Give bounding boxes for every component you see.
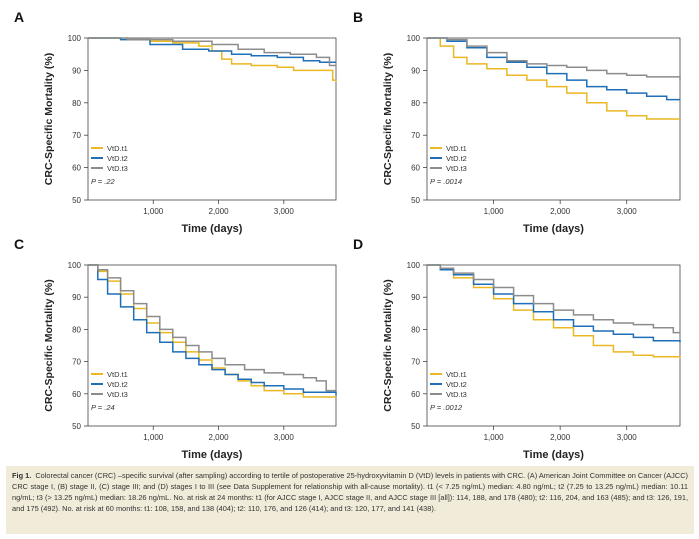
plot-frame (426, 37, 681, 201)
x-tick-label: 2,000 (550, 433, 571, 442)
y-tick-label: 60 (72, 164, 81, 173)
x-tick-label: 3,000 (617, 207, 638, 216)
x-tick-label: 1,000 (143, 207, 164, 216)
x-tick-label: 2,000 (209, 207, 230, 216)
figure-panels: A 50 60 70 80 90 100 1,000 2,000 3,000 Time (days)… (14, 9, 681, 461)
legend-entry: VtD.t1 (446, 370, 467, 379)
figure-caption: Fig 1. Colorectal cancer (CRC) –specific … (6, 466, 694, 534)
y-axis-title: CRC-Specific Mortality (%) (382, 53, 394, 185)
y-tick-label: 80 (72, 325, 81, 334)
y-axis-title: CRC-Specific Mortality (%) (43, 279, 55, 411)
x-tick-label: 3,000 (274, 433, 295, 442)
panel-b: B 50 60 70 80 90 100 1,000 2,000 3,000 Time (days)… (353, 9, 681, 235)
y-tick-label: 100 (68, 34, 82, 43)
x-axis-title: Time (days) (182, 223, 243, 235)
p-value: P = .0014 (430, 177, 462, 186)
y-tick-label: 100 (407, 34, 421, 43)
series-line-t1 (88, 37, 337, 82)
series-line-t3 (427, 37, 681, 81)
y-tick-label: 50 (411, 196, 420, 205)
series-line-t2 (88, 37, 336, 64)
panel-label: D (353, 236, 363, 252)
caption-body: Colorectal cancer (CRC) –specific surviv… (12, 471, 688, 513)
panel-a: A 50 60 70 80 90 100 1,000 2,000 3,000 Time (days)… (14, 9, 337, 235)
y-tick-label: 70 (72, 358, 81, 367)
y-tick-label: 50 (72, 196, 81, 205)
x-tick-label: 2,000 (209, 433, 230, 442)
caption-label: Fig 1. (12, 471, 32, 480)
series-line-t3 (427, 264, 680, 334)
y-tick-label: 60 (411, 390, 420, 399)
x-tick-label: 3,000 (617, 433, 638, 442)
y-tick-label: 70 (411, 358, 420, 367)
p-value: P = .0012 (430, 403, 463, 412)
panel-d: D 50 60 70 80 90 100 1,000 2,000 3,000 Time (days)… (353, 236, 681, 461)
legend-entry: VtD.t3 (446, 164, 467, 173)
plot-frame (87, 264, 337, 427)
y-tick-label: 70 (411, 131, 420, 140)
y-tick-label: 90 (411, 66, 420, 75)
panel-label: C (14, 236, 24, 252)
x-tick-label: 3,000 (274, 207, 295, 216)
legend-entry: VtD.t2 (107, 154, 128, 163)
y-tick-label: 80 (72, 99, 81, 108)
y-tick-label: 80 (411, 325, 420, 334)
series-line-t3 (88, 37, 336, 67)
x-axis-title: Time (days) (182, 449, 243, 461)
legend-entry: VtD.t2 (107, 380, 128, 389)
y-tick-label: 60 (72, 390, 81, 399)
y-axis-title: CRC-Specific Mortality (%) (382, 279, 394, 411)
legend-entry: VtD.t2 (446, 380, 467, 389)
y-tick-label: 50 (72, 422, 81, 431)
legend-entry: VtD.t1 (107, 144, 128, 153)
legend-entry: VtD.t1 (107, 370, 128, 379)
caption-text: Fig 1. Colorectal cancer (CRC) –specific … (12, 470, 688, 514)
series-line-t1 (427, 37, 680, 120)
plot-frame (87, 37, 337, 201)
series-line-t3 (88, 264, 336, 392)
y-tick-label: 100 (68, 261, 82, 270)
x-axis-title: Time (days) (523, 449, 584, 461)
y-tick-label: 90 (411, 293, 420, 302)
y-tick-label: 60 (411, 164, 420, 173)
x-axis-title: Time (days) (523, 223, 584, 235)
p-value: P = .24 (91, 403, 115, 412)
y-tick-label: 50 (411, 422, 420, 431)
series-line-t2 (88, 264, 337, 396)
legend-entry: VtD.t3 (446, 390, 467, 399)
legend-entry: VtD.t3 (107, 164, 128, 173)
x-tick-label: 2,000 (550, 207, 571, 216)
y-tick-label: 70 (72, 131, 81, 140)
y-tick-label: 80 (411, 99, 420, 108)
panel-c: C 50 60 70 80 90 100 1,000 2,000 3,000 Time (days)… (14, 236, 337, 461)
x-tick-label: 1,000 (484, 433, 505, 442)
y-tick-label: 90 (72, 66, 81, 75)
series-line-t2 (427, 37, 680, 101)
panel-label: B (353, 9, 363, 25)
panel-label: A (14, 9, 24, 25)
plot-frame (426, 264, 681, 427)
p-value: P = .22 (91, 177, 116, 186)
y-axis-title: CRC-Specific Mortality (%) (43, 53, 55, 185)
legend-entry: VtD.t2 (446, 154, 467, 163)
x-tick-label: 1,000 (484, 207, 505, 216)
y-tick-label: 90 (72, 293, 81, 302)
x-tick-label: 1,000 (143, 433, 164, 442)
legend-entry: VtD.t1 (446, 144, 467, 153)
legend-entry: VtD.t3 (107, 390, 128, 399)
series-line-t2 (427, 264, 681, 343)
y-tick-label: 100 (407, 261, 421, 270)
